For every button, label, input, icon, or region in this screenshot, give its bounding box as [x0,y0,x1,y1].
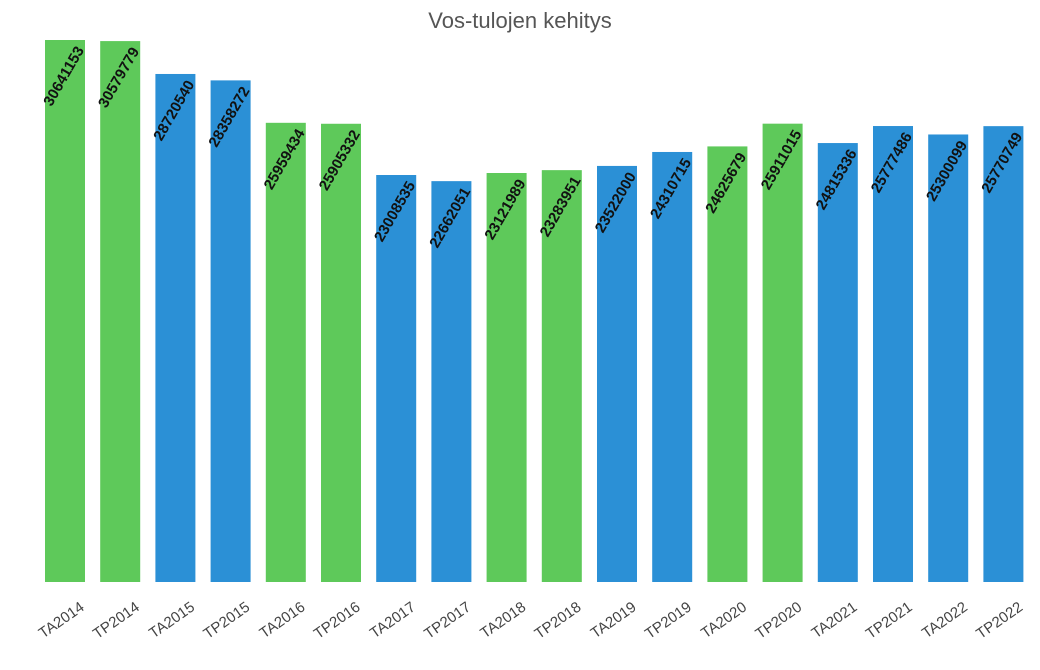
bar [762,123,803,583]
x-tick-label: TA2021 [808,599,860,642]
x-tick-label: TA2014 [36,599,88,642]
bar [983,126,1024,583]
bar [210,80,251,582]
bar [100,41,141,582]
x-tick-label: TP2020 [752,599,805,643]
x-tick-label: TA2018 [477,599,529,642]
x-tick-label: TP2015 [200,599,253,643]
bar [873,126,913,582]
chart-title: Vos-tulojen kehitys [428,8,611,33]
bar [376,175,417,582]
x-tick-label: TA2022 [919,599,971,642]
bar [597,165,637,583]
x-tick-label: TA2015 [146,599,198,642]
x-tick-label: TP2022 [973,599,1026,643]
x-tick-label: TP2018 [532,599,585,643]
x-tick-label: TA2017 [367,599,419,642]
x-tick-label: TP2019 [642,599,695,643]
x-tick-label: TP2016 [311,599,364,643]
x-tick-label: TP2017 [421,599,474,643]
bar [652,151,693,582]
x-tick-label: TP2014 [90,599,143,643]
bar [928,134,969,582]
x-tick-label: TA2019 [588,599,640,642]
bar [45,40,85,582]
x-tick-label: TA2020 [698,599,750,642]
x-tick-label: TA2016 [256,599,308,642]
bar [321,123,361,583]
bar [155,73,196,582]
bar [431,181,472,582]
bar [817,143,858,582]
bar [486,173,527,582]
bar [541,170,582,582]
x-tick-label: TP2021 [863,599,916,643]
bar [265,122,306,582]
bar [707,146,748,582]
